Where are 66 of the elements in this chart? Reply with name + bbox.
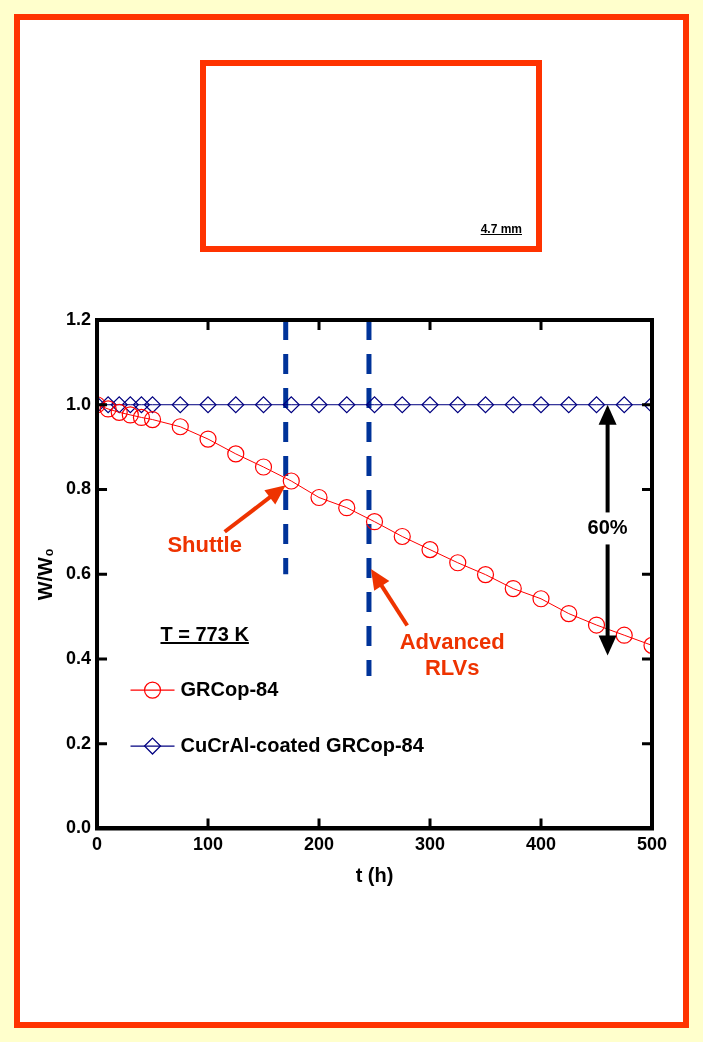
x-tick-label: 100 [192,834,224,855]
y-axis-title: W/W₀ [33,548,56,601]
point [615,396,633,414]
x-tick-label: 500 [636,834,668,855]
point [310,488,328,507]
x-tick-label: 0 [92,834,103,855]
x-tick-label: 200 [303,834,335,855]
micrograph-inset: 4.7 mm [200,60,542,252]
point [171,418,189,436]
point [587,396,606,414]
point [143,410,162,429]
point [254,458,273,476]
point [504,580,522,598]
point [449,554,467,572]
point [560,396,578,414]
annotation: Advanced RLVs [399,628,505,680]
y-tick-label: 0.6 [65,563,92,584]
point [99,396,117,414]
point [199,396,217,414]
x-axis-title: t (h) [355,863,394,886]
point [227,445,245,463]
point [143,396,162,414]
point [310,396,328,414]
point [504,396,522,414]
y-tick-label: 0.0 [65,817,92,838]
point [132,396,151,414]
point [532,396,550,414]
legend-label: GRCop-84 [180,677,280,700]
point [171,396,189,414]
point [121,396,139,414]
point [110,396,128,414]
x-tick-label: 400 [525,834,557,855]
point [121,406,139,424]
point [282,396,300,414]
y-tick-label: 0.4 [65,647,92,668]
point [282,472,300,490]
point [393,527,411,546]
point [338,396,356,414]
point [338,499,356,517]
legend-label: CuCrAl-coated GRCop-84 [180,733,425,756]
annotation: Shuttle [167,531,242,557]
point [421,396,439,414]
point [132,408,151,427]
point [393,396,411,414]
point [532,590,550,608]
point [615,626,633,644]
y-tick-label: 1.2 [65,308,92,329]
x-tick-label: 300 [414,834,446,855]
annotation: 60% [587,515,628,538]
y-tick-label: 1.0 [65,393,92,414]
point [587,616,606,634]
point [254,396,273,414]
point [560,605,578,623]
y-tick-label: 0.8 [65,478,92,499]
point [110,403,128,421]
point [476,396,495,414]
point [365,513,384,531]
point [227,396,245,414]
point [199,430,217,448]
point [449,396,467,414]
point [421,541,439,559]
point [365,396,384,414]
point [476,566,495,584]
point [99,400,117,418]
y-tick-label: 0.2 [65,732,92,753]
annotation: T = 773 K [159,622,250,648]
